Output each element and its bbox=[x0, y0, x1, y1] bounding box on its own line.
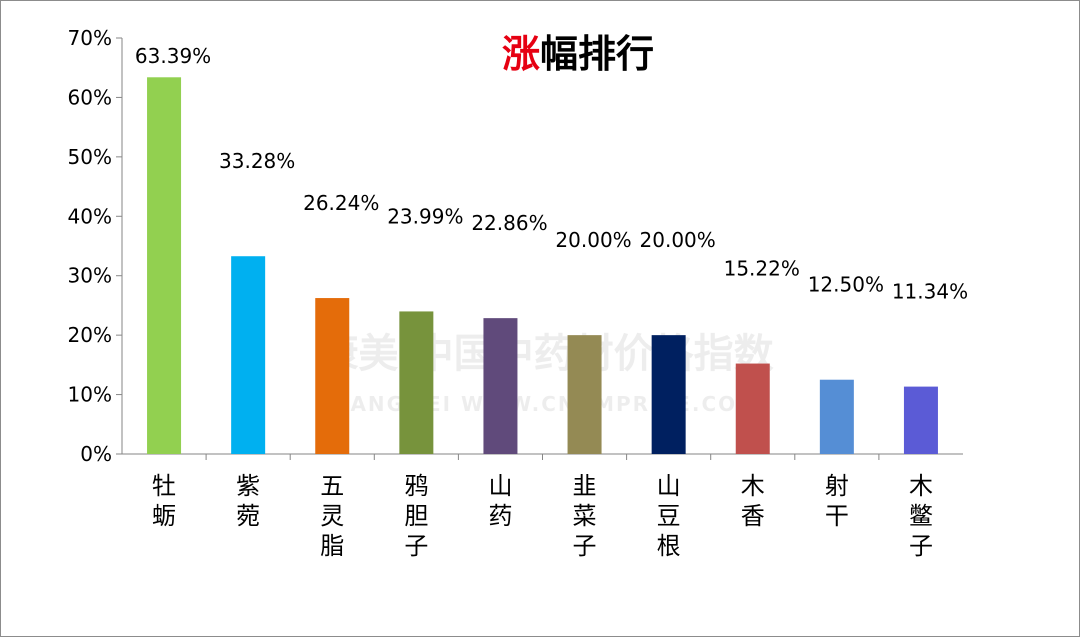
y-tick-label: 70% bbox=[68, 26, 112, 50]
x-tick-label: 紫菀 bbox=[236, 472, 260, 530]
value-label: 23.99% bbox=[387, 204, 463, 228]
x-tick-label: 射干 bbox=[825, 472, 849, 530]
x-tick-label: 韭菜子 bbox=[573, 472, 597, 560]
bar bbox=[819, 379, 854, 454]
x-tick-label: 山药 bbox=[488, 472, 512, 530]
bar bbox=[735, 363, 770, 454]
bars bbox=[147, 77, 938, 454]
y-tick-label: 0% bbox=[80, 442, 112, 466]
value-label: 63.39% bbox=[135, 44, 211, 68]
x-tick-label: 牡蛎 bbox=[152, 472, 176, 530]
axes: 0% 10% 20% 30% 40% 50% 60% 70% bbox=[68, 26, 963, 466]
x-tick-label: 木香 bbox=[741, 472, 765, 530]
value-label: 26.24% bbox=[303, 191, 379, 215]
value-labels: 63.39% 33.28% 26.24% 23.99% 22.86% 20.00% 20.0… bbox=[135, 44, 968, 304]
y-tick-label: 20% bbox=[68, 323, 112, 347]
bar bbox=[567, 335, 602, 454]
x-tick-labels: 牡蛎 紫菀 五灵脂 鸦胆子 山药 韭菜子 山豆根 木香 射干 木鳖子 bbox=[152, 472, 933, 560]
chart-title-rest: 幅排行 bbox=[540, 32, 654, 76]
chart-title: 涨幅排行 bbox=[502, 32, 654, 76]
value-label: 22.86% bbox=[471, 211, 547, 235]
watermark-line1: 康美·中国中药材价格指数 bbox=[318, 331, 773, 377]
watermark-line2: KANGMEI WWW.CNKMPRICE.COM bbox=[333, 392, 759, 416]
bar bbox=[483, 318, 518, 454]
value-label: 33.28% bbox=[219, 149, 295, 173]
bar bbox=[399, 311, 434, 454]
bar bbox=[903, 386, 938, 454]
bar bbox=[315, 298, 350, 454]
watermark: 康美·中国中药材价格指数 KANGMEI WWW.CNKMPRICE.COM bbox=[318, 331, 773, 416]
x-tick-label: 木鳖子 bbox=[909, 472, 933, 560]
bar bbox=[651, 335, 686, 454]
y-tick-label: 40% bbox=[68, 204, 112, 228]
bar bbox=[147, 77, 182, 454]
value-label: 20.00% bbox=[555, 228, 631, 252]
value-label: 20.00% bbox=[640, 228, 716, 252]
y-tick-label: 50% bbox=[68, 145, 112, 169]
value-label: 11.34% bbox=[892, 280, 968, 304]
y-tick-label: 10% bbox=[68, 383, 112, 407]
bar bbox=[231, 256, 266, 454]
x-tick-label: 五灵脂 bbox=[320, 472, 344, 560]
y-tick-label: 30% bbox=[68, 264, 112, 288]
x-tick-label: 鸦胆子 bbox=[404, 472, 428, 560]
chart-title-highlight: 涨 bbox=[502, 32, 540, 76]
value-label: 12.50% bbox=[808, 273, 884, 297]
value-label: 15.22% bbox=[724, 257, 800, 281]
y-tick-label: 60% bbox=[68, 85, 112, 109]
x-tick-label: 山豆根 bbox=[657, 472, 681, 560]
